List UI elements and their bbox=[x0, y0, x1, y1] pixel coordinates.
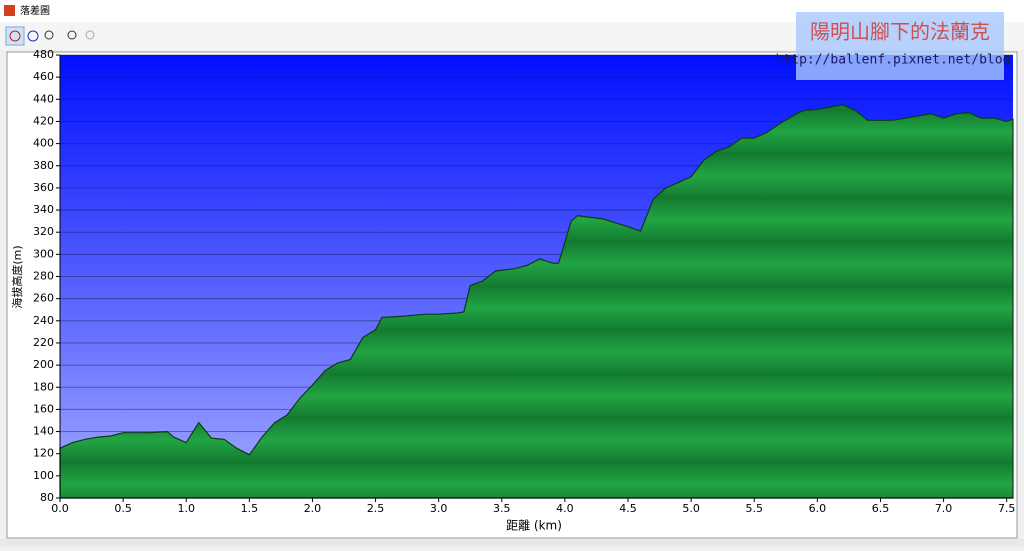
pan-icon bbox=[9, 30, 21, 42]
y-tick-label: 220 bbox=[33, 336, 54, 349]
y-tick-label: 200 bbox=[33, 358, 54, 371]
area bbox=[59, 104, 1014, 499]
y-tick-label: 380 bbox=[33, 159, 54, 172]
toolbar-buttons[interactable] bbox=[5, 26, 95, 46]
y-tick-label: 400 bbox=[33, 137, 54, 150]
y-tick-label: 240 bbox=[33, 314, 54, 327]
title-bar bbox=[0, 0, 1024, 22]
x-tick-label: 2.5 bbox=[367, 502, 385, 515]
watermark-title: 陽明山腳下的法蘭克 bbox=[810, 20, 990, 44]
axes: 80 100 120 140 160 180 200 220 240 260 280 300 320 34… bbox=[33, 48, 1015, 515]
x-tick-label: 3.0 bbox=[430, 502, 448, 515]
x-tick-label: 0.0 bbox=[51, 502, 69, 515]
y-tick-label: 480 bbox=[33, 48, 54, 61]
y-tick-label: 100 bbox=[33, 469, 54, 482]
y-tick-label: 80 bbox=[40, 491, 54, 504]
x-tick-label: 4.5 bbox=[619, 502, 637, 515]
y-axis-title: 海拔高度(m) bbox=[10, 245, 24, 308]
y-tick-label: 260 bbox=[33, 292, 54, 305]
x-tick-label: 1.0 bbox=[177, 502, 195, 515]
x-tick-label: 1.5 bbox=[241, 502, 259, 515]
zoom-box-icon[interactable] bbox=[44, 30, 54, 40]
x-tick-label: 5.5 bbox=[745, 502, 763, 515]
window-title: 落差圖 bbox=[20, 4, 50, 17]
status-bar bbox=[0, 539, 1024, 547]
y-tick-label: 340 bbox=[33, 203, 54, 216]
app-icon bbox=[4, 5, 15, 16]
pan-button[interactable] bbox=[5, 26, 25, 46]
y-tick-label: 280 bbox=[33, 270, 54, 283]
x-tick-label: 0.5 bbox=[114, 502, 132, 515]
marks bbox=[59, 104, 1014, 499]
select-icon[interactable] bbox=[27, 30, 39, 42]
y-tick-label: 300 bbox=[33, 247, 54, 260]
y-tick-label: 140 bbox=[33, 425, 54, 438]
zoom-in-icon[interactable] bbox=[67, 30, 77, 40]
x-tick-label: 6.5 bbox=[872, 502, 890, 515]
watermark-box bbox=[796, 12, 1004, 80]
x-tick-label: 7.0 bbox=[935, 502, 953, 515]
y-tick-label: 460 bbox=[33, 70, 54, 83]
y-tick-label: 360 bbox=[33, 181, 54, 194]
x-tick-label: 3.5 bbox=[493, 502, 511, 515]
y-tick-label: 180 bbox=[33, 380, 54, 393]
y-tick-label: 320 bbox=[33, 225, 54, 238]
watermark-url: http://ballenf.pixnet.net/blog bbox=[776, 53, 1011, 68]
x-tick-label: 7.5 bbox=[998, 502, 1016, 515]
x-tick-label: 6.0 bbox=[809, 502, 827, 515]
y-tick-label: 420 bbox=[33, 114, 54, 127]
x-tick-label: 4.0 bbox=[556, 502, 574, 515]
y-tick-label: 160 bbox=[33, 402, 54, 415]
zoom-out-icon[interactable] bbox=[85, 30, 95, 40]
y-tick-label: 120 bbox=[33, 447, 54, 460]
x-axis-title: 距離 (km) bbox=[506, 519, 562, 533]
y-tick-label: 440 bbox=[33, 92, 54, 105]
x-tick-label: 5.0 bbox=[682, 502, 700, 515]
x-tick-label: 2.0 bbox=[304, 502, 322, 515]
